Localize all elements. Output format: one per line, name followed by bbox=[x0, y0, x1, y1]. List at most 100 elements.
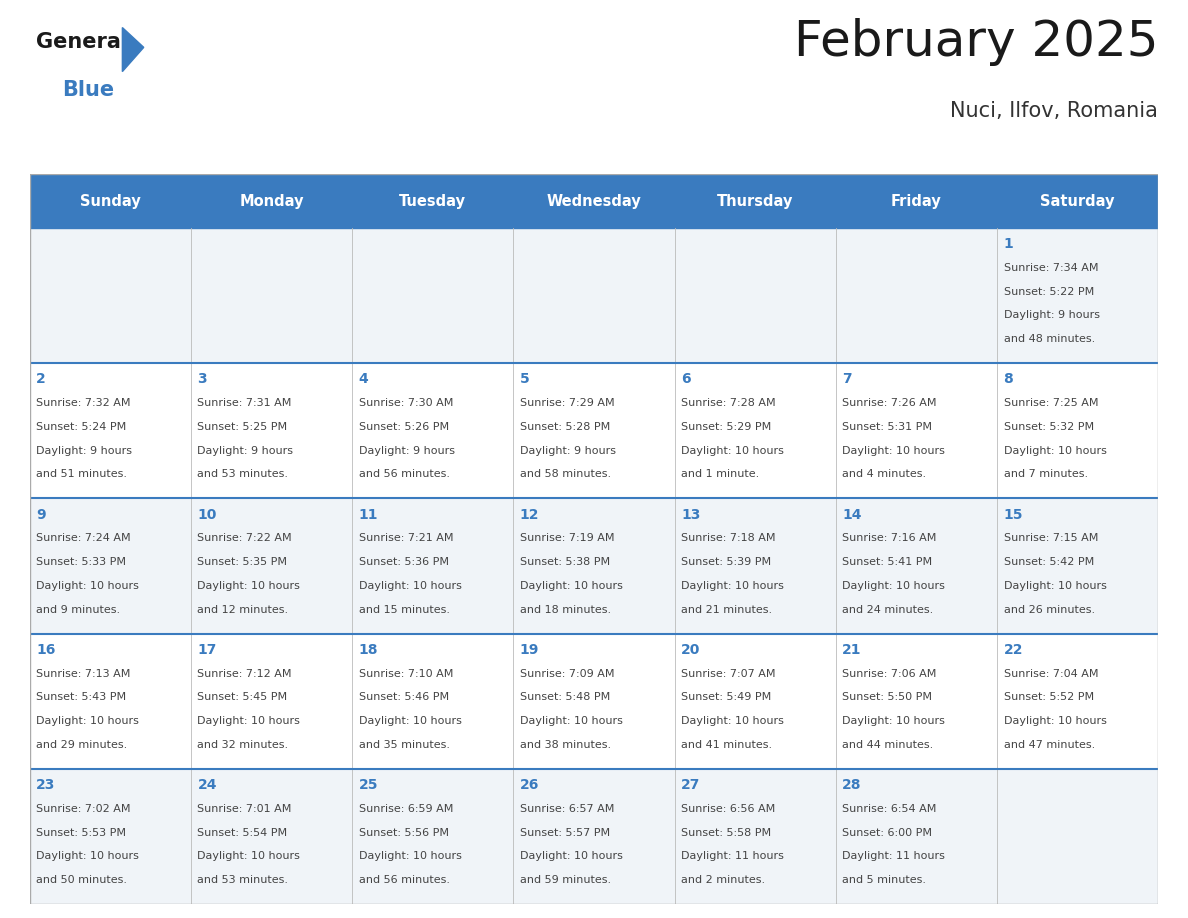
Text: Sunset: 5:42 PM: Sunset: 5:42 PM bbox=[1004, 557, 1094, 567]
Text: Daylight: 10 hours: Daylight: 10 hours bbox=[197, 716, 301, 726]
Bar bbox=[30, 174, 1158, 228]
Text: and 9 minutes.: and 9 minutes. bbox=[36, 605, 120, 614]
Text: Sunrise: 7:24 AM: Sunrise: 7:24 AM bbox=[36, 533, 131, 543]
Text: Sunrise: 7:32 AM: Sunrise: 7:32 AM bbox=[36, 398, 131, 409]
Text: and 1 minute.: and 1 minute. bbox=[681, 469, 759, 479]
Text: and 26 minutes.: and 26 minutes. bbox=[1004, 605, 1094, 614]
Text: Daylight: 9 hours: Daylight: 9 hours bbox=[1004, 310, 1100, 320]
Text: Sunrise: 7:06 AM: Sunrise: 7:06 AM bbox=[842, 669, 936, 678]
Text: Thursday: Thursday bbox=[718, 194, 794, 208]
Text: Daylight: 10 hours: Daylight: 10 hours bbox=[520, 581, 623, 591]
Text: 21: 21 bbox=[842, 644, 861, 657]
Text: and 29 minutes.: and 29 minutes. bbox=[36, 740, 127, 750]
Text: Sunset: 6:00 PM: Sunset: 6:00 PM bbox=[842, 828, 933, 838]
Text: Daylight: 10 hours: Daylight: 10 hours bbox=[681, 445, 784, 455]
Text: Sunrise: 7:34 AM: Sunrise: 7:34 AM bbox=[1004, 263, 1098, 273]
Text: 6: 6 bbox=[681, 373, 690, 386]
Text: 14: 14 bbox=[842, 508, 861, 521]
Text: Sunset: 5:57 PM: Sunset: 5:57 PM bbox=[520, 828, 609, 838]
Text: Daylight: 10 hours: Daylight: 10 hours bbox=[36, 581, 139, 591]
Text: and 47 minutes.: and 47 minutes. bbox=[1004, 740, 1095, 750]
Text: and 12 minutes.: and 12 minutes. bbox=[197, 605, 289, 614]
Text: Sunrise: 7:26 AM: Sunrise: 7:26 AM bbox=[842, 398, 937, 409]
Text: General: General bbox=[36, 32, 127, 52]
Bar bbox=[30, 769, 1158, 904]
Text: Sunset: 5:39 PM: Sunset: 5:39 PM bbox=[681, 557, 771, 567]
Text: Sunset: 5:36 PM: Sunset: 5:36 PM bbox=[359, 557, 449, 567]
Text: 18: 18 bbox=[359, 644, 378, 657]
Text: Sunset: 5:29 PM: Sunset: 5:29 PM bbox=[681, 422, 771, 431]
Text: Sunrise: 7:19 AM: Sunrise: 7:19 AM bbox=[520, 533, 614, 543]
Text: 5: 5 bbox=[520, 373, 530, 386]
Text: Daylight: 10 hours: Daylight: 10 hours bbox=[197, 852, 301, 861]
Text: Nuci, Ilfov, Romania: Nuci, Ilfov, Romania bbox=[950, 101, 1158, 121]
Text: and 2 minutes.: and 2 minutes. bbox=[681, 875, 765, 885]
Text: Sunrise: 7:02 AM: Sunrise: 7:02 AM bbox=[36, 804, 131, 814]
Text: Saturday: Saturday bbox=[1041, 194, 1114, 208]
Text: Sunset: 5:41 PM: Sunset: 5:41 PM bbox=[842, 557, 933, 567]
Text: 28: 28 bbox=[842, 778, 861, 792]
Text: Daylight: 10 hours: Daylight: 10 hours bbox=[359, 581, 461, 591]
Text: and 7 minutes.: and 7 minutes. bbox=[1004, 469, 1088, 479]
Text: and 18 minutes.: and 18 minutes. bbox=[520, 605, 611, 614]
Text: Sunset: 5:24 PM: Sunset: 5:24 PM bbox=[36, 422, 126, 431]
Text: Sunset: 5:32 PM: Sunset: 5:32 PM bbox=[1004, 422, 1094, 431]
Text: Sunrise: 7:15 AM: Sunrise: 7:15 AM bbox=[1004, 533, 1098, 543]
Text: and 44 minutes.: and 44 minutes. bbox=[842, 740, 934, 750]
Text: 15: 15 bbox=[1004, 508, 1023, 521]
Text: Sunset: 5:25 PM: Sunset: 5:25 PM bbox=[197, 422, 287, 431]
Text: Daylight: 9 hours: Daylight: 9 hours bbox=[359, 445, 455, 455]
Text: and 56 minutes.: and 56 minutes. bbox=[359, 875, 449, 885]
Text: Daylight: 10 hours: Daylight: 10 hours bbox=[842, 716, 946, 726]
Text: and 53 minutes.: and 53 minutes. bbox=[197, 469, 289, 479]
Text: Sunset: 5:45 PM: Sunset: 5:45 PM bbox=[197, 692, 287, 702]
Text: Sunset: 5:33 PM: Sunset: 5:33 PM bbox=[36, 557, 126, 567]
Text: Sunset: 5:43 PM: Sunset: 5:43 PM bbox=[36, 692, 126, 702]
Text: and 53 minutes.: and 53 minutes. bbox=[197, 875, 289, 885]
Text: Sunrise: 6:54 AM: Sunrise: 6:54 AM bbox=[842, 804, 936, 814]
Bar bbox=[30, 228, 1158, 363]
Text: Daylight: 11 hours: Daylight: 11 hours bbox=[681, 852, 784, 861]
Text: Sunrise: 7:13 AM: Sunrise: 7:13 AM bbox=[36, 669, 131, 678]
Text: 24: 24 bbox=[197, 778, 217, 792]
Text: Sunrise: 7:16 AM: Sunrise: 7:16 AM bbox=[842, 533, 936, 543]
Text: and 59 minutes.: and 59 minutes. bbox=[520, 875, 611, 885]
Text: and 51 minutes.: and 51 minutes. bbox=[36, 469, 127, 479]
Text: 22: 22 bbox=[1004, 644, 1023, 657]
Text: 25: 25 bbox=[359, 778, 378, 792]
Text: 23: 23 bbox=[36, 778, 56, 792]
Text: 26: 26 bbox=[520, 778, 539, 792]
Text: Sunrise: 7:29 AM: Sunrise: 7:29 AM bbox=[520, 398, 614, 409]
Text: Daylight: 10 hours: Daylight: 10 hours bbox=[681, 716, 784, 726]
Text: Daylight: 10 hours: Daylight: 10 hours bbox=[359, 716, 461, 726]
Bar bbox=[30, 633, 1158, 769]
Text: Sunrise: 6:56 AM: Sunrise: 6:56 AM bbox=[681, 804, 776, 814]
Text: 3: 3 bbox=[197, 373, 207, 386]
Bar bbox=[30, 498, 1158, 633]
Text: Tuesday: Tuesday bbox=[399, 194, 466, 208]
Text: Sunset: 5:58 PM: Sunset: 5:58 PM bbox=[681, 828, 771, 838]
Text: Sunset: 5:38 PM: Sunset: 5:38 PM bbox=[520, 557, 609, 567]
Text: and 5 minutes.: and 5 minutes. bbox=[842, 875, 927, 885]
Text: Daylight: 10 hours: Daylight: 10 hours bbox=[842, 445, 946, 455]
Text: and 35 minutes.: and 35 minutes. bbox=[359, 740, 449, 750]
Text: 11: 11 bbox=[359, 508, 378, 521]
Text: February 2025: February 2025 bbox=[794, 18, 1158, 66]
Text: Sunrise: 7:22 AM: Sunrise: 7:22 AM bbox=[197, 533, 292, 543]
Text: Daylight: 11 hours: Daylight: 11 hours bbox=[842, 852, 946, 861]
Text: Sunrise: 7:04 AM: Sunrise: 7:04 AM bbox=[1004, 669, 1098, 678]
Text: Daylight: 10 hours: Daylight: 10 hours bbox=[36, 852, 139, 861]
Text: Sunday: Sunday bbox=[80, 194, 140, 208]
Text: 19: 19 bbox=[520, 644, 539, 657]
Text: Friday: Friday bbox=[891, 194, 942, 208]
Text: and 50 minutes.: and 50 minutes. bbox=[36, 875, 127, 885]
Text: and 15 minutes.: and 15 minutes. bbox=[359, 605, 449, 614]
Text: and 48 minutes.: and 48 minutes. bbox=[1004, 334, 1095, 344]
Text: 13: 13 bbox=[681, 508, 701, 521]
Text: Sunset: 5:53 PM: Sunset: 5:53 PM bbox=[36, 828, 126, 838]
Text: Sunrise: 6:59 AM: Sunrise: 6:59 AM bbox=[359, 804, 453, 814]
Text: Daylight: 9 hours: Daylight: 9 hours bbox=[36, 445, 132, 455]
Text: Sunrise: 6:57 AM: Sunrise: 6:57 AM bbox=[520, 804, 614, 814]
Text: 8: 8 bbox=[1004, 373, 1013, 386]
Text: Sunset: 5:54 PM: Sunset: 5:54 PM bbox=[197, 828, 287, 838]
